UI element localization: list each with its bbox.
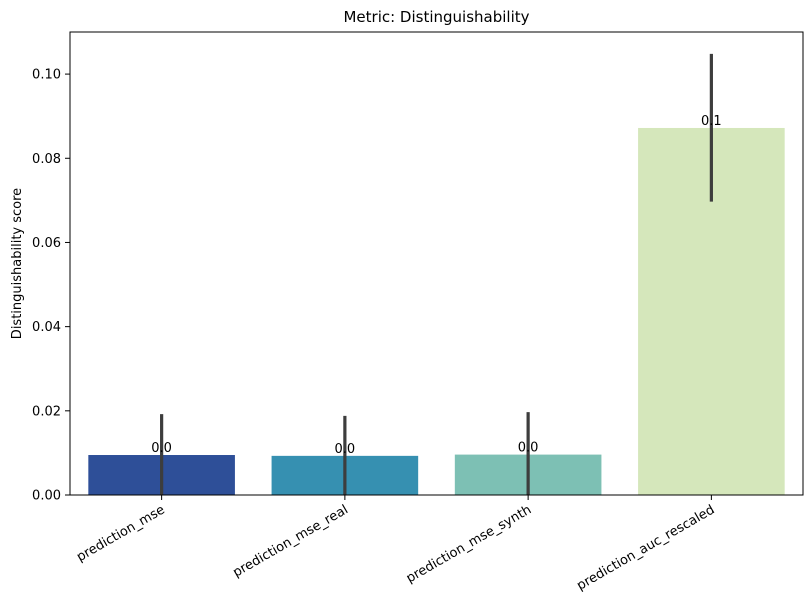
data-label: 0.1 <box>701 114 722 129</box>
y-axis-label: Distinguishability score <box>10 188 25 339</box>
y-tick-label: 0.00 <box>32 489 61 504</box>
y-tick-label: 0.04 <box>32 320 61 335</box>
plot-area: 0.00 0.02 0.04 0.06 0.08 0.10 0.0 prediction_ms… <box>32 53 785 594</box>
x-tick-label: prediction_mse <box>74 502 167 565</box>
data-label: 0.0 <box>335 442 356 457</box>
y-tick-label: 0.06 <box>32 236 61 251</box>
chart-title: Metric: Distinguishability <box>343 8 529 26</box>
x-tick-label: prediction_mse_real <box>231 502 351 580</box>
y-tick-label: 0.02 <box>32 404 61 419</box>
y-tick-label: 0.10 <box>32 68 61 83</box>
x-tick-label: prediction_mse_synth <box>404 502 534 586</box>
plot-frame <box>69 31 804 496</box>
x-tick-label: prediction_auc_rescaled <box>574 502 717 593</box>
data-label: 0.0 <box>518 441 539 456</box>
data-label: 0.0 <box>151 441 172 456</box>
y-tick-label: 0.08 <box>32 152 61 167</box>
